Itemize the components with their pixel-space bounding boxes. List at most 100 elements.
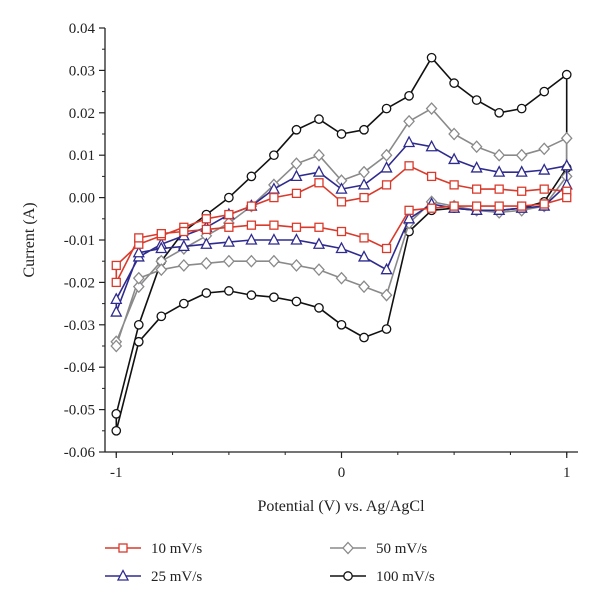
data-point <box>133 336 144 347</box>
data-point <box>314 222 324 232</box>
data-point <box>224 209 234 220</box>
legend-item: 10 mV/s <box>105 541 202 557</box>
data-point <box>404 205 414 215</box>
data-point <box>402 135 416 148</box>
y-tick-label: 0.03 <box>69 63 95 79</box>
data-point <box>539 184 549 194</box>
data-point <box>246 220 257 230</box>
data-point <box>290 157 303 171</box>
data-point <box>177 258 190 272</box>
data-point <box>425 139 438 152</box>
data-point <box>380 161 393 173</box>
legend-label: 25 mV/s <box>151 569 202 585</box>
data-point <box>111 425 122 436</box>
data-point <box>449 78 459 88</box>
data-point <box>201 288 212 298</box>
data-point <box>246 290 257 300</box>
data-point <box>336 129 347 139</box>
data-point <box>561 69 572 80</box>
data-point <box>517 186 527 196</box>
data-point <box>336 319 347 330</box>
x-axis-title: Potential (V) vs. Ag/AgCl <box>257 498 425 515</box>
data-point <box>381 103 392 114</box>
data-point <box>312 165 326 177</box>
data-point <box>291 188 302 199</box>
data-point <box>358 165 370 179</box>
data-point <box>494 201 504 211</box>
data-point <box>269 292 279 303</box>
legend-marker <box>343 571 353 581</box>
data-point <box>515 165 528 177</box>
data-point <box>177 239 190 252</box>
data-point <box>426 203 437 213</box>
data-point <box>290 258 303 272</box>
x-tick-label: 1 <box>563 465 571 481</box>
data-point <box>156 311 167 322</box>
data-point <box>110 305 123 317</box>
data-point <box>291 222 302 232</box>
data-point <box>269 150 279 161</box>
data-point <box>449 180 459 190</box>
data-point <box>493 165 506 177</box>
data-point <box>471 95 482 105</box>
series-layer <box>110 52 573 436</box>
y-axis-ticks: -0.06 -0.05 -0.04 -0.03 -0.02 -0.01 0.00 0.01 0.… <box>64 21 105 461</box>
legend-item: 100 mV/s <box>330 569 435 585</box>
data-point <box>111 408 122 419</box>
data-point <box>335 182 348 194</box>
data-point <box>358 280 370 294</box>
data-point <box>380 262 393 275</box>
x-tick-label: -1 <box>110 465 123 481</box>
data-point <box>494 184 504 194</box>
data-point <box>313 263 325 277</box>
data-point <box>179 226 189 237</box>
data-point <box>246 171 257 182</box>
data-point <box>539 199 549 209</box>
data-point <box>155 241 168 254</box>
data-point <box>134 233 144 243</box>
data-point <box>336 197 347 207</box>
data-point <box>222 235 235 247</box>
data-point <box>224 222 234 232</box>
data-point <box>562 192 572 203</box>
data-point <box>493 148 506 162</box>
data-point <box>538 163 551 175</box>
legend-label: 100 mV/s <box>376 569 435 585</box>
legend-label: 10 mV/s <box>151 541 202 557</box>
data-point <box>538 142 551 156</box>
data-point <box>312 237 326 249</box>
data-point <box>448 152 461 165</box>
data-point <box>425 102 438 116</box>
data-point <box>359 124 369 135</box>
y-tick-label: 0.04 <box>69 21 96 37</box>
data-point <box>201 224 212 235</box>
data-point <box>155 263 168 277</box>
y-tick-label: -0.06 <box>64 445 96 461</box>
data-point <box>290 169 303 182</box>
data-point <box>381 324 392 334</box>
data-point <box>246 201 257 211</box>
data-point <box>200 256 213 270</box>
data-point <box>380 148 393 162</box>
x-axis-ticks: -1 0 1 <box>110 452 570 481</box>
legend-marker <box>342 541 354 555</box>
data-point <box>224 192 234 203</box>
data-point <box>245 233 258 245</box>
data-point <box>517 201 527 211</box>
data-point <box>335 271 348 285</box>
data-point <box>314 302 324 313</box>
y-tick-label: -0.01 <box>64 233 95 249</box>
y-tick-label: -0.03 <box>64 318 95 334</box>
data-point <box>268 254 280 268</box>
y-tick-label: -0.04 <box>64 360 96 376</box>
data-point <box>267 233 281 245</box>
data-point <box>224 286 234 296</box>
data-point <box>291 124 302 135</box>
data-point <box>560 131 573 145</box>
data-point <box>111 260 121 271</box>
data-point <box>178 298 189 309</box>
data-point <box>404 90 414 101</box>
data-point <box>515 148 528 162</box>
data-point <box>200 237 213 249</box>
